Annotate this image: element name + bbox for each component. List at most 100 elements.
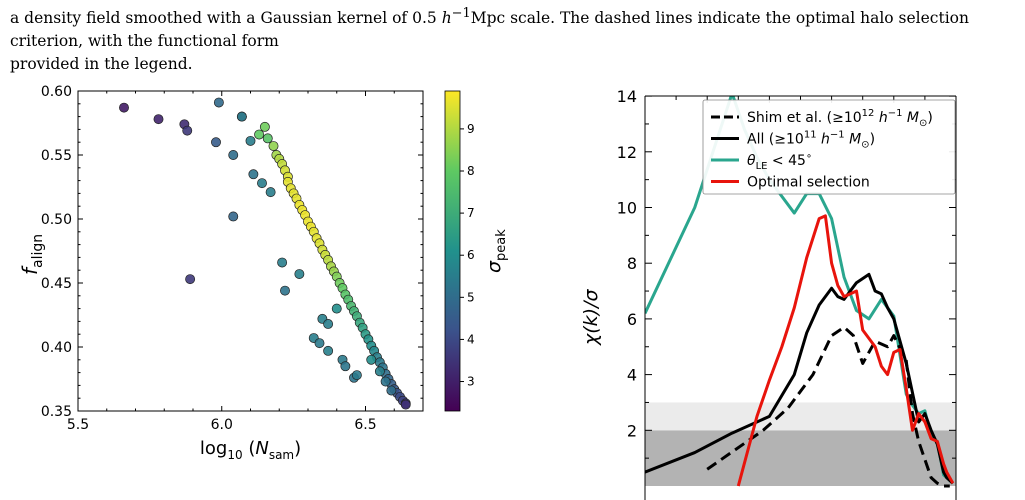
legend-text: θ: [747, 153, 756, 169]
x-tick-label: 5.5: [67, 417, 89, 433]
y-tick-label: 0.60: [41, 84, 72, 100]
scatter-point: [294, 269, 305, 279]
series-line: [736, 214, 955, 487]
legend-text: All (≥10: [747, 132, 804, 148]
colorbar-tick-label: 4: [467, 332, 475, 346]
scatter-point: [228, 150, 239, 160]
y-tick-label: 14: [617, 87, 637, 106]
y-tick-label: 4: [627, 366, 637, 385]
scatter-point: [268, 141, 279, 151]
colorbar: [444, 90, 461, 412]
legend-label: All (≥1011 h−1 M⊙): [747, 130, 875, 151]
legend-text: Shim et al. (≥10: [747, 110, 862, 126]
caption-h-symbol: h: [441, 9, 452, 28]
legend-sup: −1: [830, 130, 845, 141]
scatter-point: [182, 125, 193, 136]
scatter-point: [380, 376, 391, 387]
x-tick-label: 6.0: [211, 417, 233, 433]
scatter-point: [386, 385, 397, 396]
scatter-point: [228, 211, 239, 222]
scatter-point: [374, 366, 385, 377]
legend-sup: 12: [862, 108, 875, 119]
y-axis-label: χ(k)/σ: [580, 289, 602, 346]
scatter-point: [211, 137, 221, 148]
scatter-point: [153, 114, 164, 125]
legend-sup: 11: [804, 130, 817, 141]
x-label-close: ): [294, 438, 301, 459]
legend-text: Optimal selection: [747, 175, 870, 191]
colorbar-tick-label: 5: [467, 290, 475, 304]
x-label-paren: (: [243, 438, 256, 459]
colorbar-tick-label: 6: [467, 248, 475, 262]
legend-text: < 45: [767, 153, 805, 169]
y-tick-label: 0.55: [41, 148, 72, 164]
legend-sup: −1: [888, 108, 903, 119]
plot-area: [645, 96, 956, 488]
y-tick-label: 0.35: [41, 404, 72, 420]
colorbar-label-sub: peak: [494, 229, 509, 261]
colorbar-label: σpeak: [483, 229, 509, 273]
legend-label: Shim et al. (≥1012 h−1 M⊙): [747, 108, 933, 129]
legend-text: ): [870, 132, 875, 148]
x-tick-label: 6.5: [354, 417, 376, 433]
colorbar-tick-label: 7: [467, 206, 475, 220]
y-tick-label: 8: [627, 254, 637, 273]
scatter-point: [119, 102, 129, 113]
caption-h-exponent: −1: [451, 6, 471, 21]
y-label-sub: align: [30, 234, 46, 268]
significance-band: [645, 430, 956, 486]
legend-text: h: [874, 110, 887, 126]
scatter-point: [314, 338, 325, 349]
legend-sub: ⊙: [919, 118, 927, 129]
legend-sub: LE: [756, 161, 768, 172]
scatter-point: [248, 169, 259, 180]
x-label-base: 10: [227, 448, 242, 462]
scatter-point: [265, 187, 276, 198]
scatter-point: [277, 257, 288, 268]
colorbar-tick-label: 8: [467, 164, 475, 178]
scatter-point: [323, 345, 334, 356]
x-label-log: log: [200, 438, 227, 459]
scatter-point: [213, 97, 224, 108]
figure-caption: a density field smoothed with a Gaussian…: [10, 2, 1015, 76]
legend-text: M: [845, 132, 862, 148]
scatter-point: [245, 135, 256, 146]
scatter-point: [262, 133, 273, 144]
legend-label: θLE < 45∘: [747, 151, 812, 172]
caption-line2: provided in the legend.: [10, 55, 193, 74]
x-axis-label: log10 (Nsam): [200, 438, 301, 462]
x-label-sub: sam: [269, 448, 294, 462]
scatter-point: [351, 370, 362, 381]
scatter-point: [254, 129, 265, 140]
y-label-f: f: [18, 265, 42, 275]
scatter-point: [259, 121, 270, 132]
scatter-point: [280, 285, 290, 296]
significance-band: [645, 402, 956, 431]
legend-sub: ⊙: [861, 140, 869, 151]
scatter-point: [236, 111, 247, 122]
scatter-point: [366, 354, 377, 365]
legend-label: Optimal selection: [747, 175, 870, 191]
x-label-N: N: [255, 438, 268, 459]
legend-sup: ∘: [806, 151, 812, 162]
y-label-text: χ(k)/σ: [580, 289, 602, 346]
y-tick-label: 0.40: [41, 340, 72, 356]
y-axis-label: falign: [18, 234, 46, 275]
y-tick-label: 0.45: [41, 276, 72, 292]
caption-line1-part2: Mpc scale. The dashed lines indicate the…: [10, 9, 969, 51]
colorbar-label-sigma: σ: [483, 260, 505, 273]
y-tick-label: 2: [627, 421, 637, 440]
scatter-point: [331, 303, 342, 314]
scatter-point: [340, 361, 351, 372]
scatter-panel: 5.5 6.0 6.5 0.35 0.40 0.45 0.50 0.55 0.60 log10 (…: [18, 84, 509, 462]
legend-box: [702, 99, 956, 195]
scatter-point: [257, 178, 267, 189]
y-tick-label: 10: [617, 199, 637, 218]
series-line: [645, 272, 954, 485]
y-tick-label: 0.50: [41, 212, 72, 228]
y-tick-label: 12: [617, 143, 637, 162]
series-line: [706, 325, 950, 488]
scatter-point: [323, 319, 334, 329]
